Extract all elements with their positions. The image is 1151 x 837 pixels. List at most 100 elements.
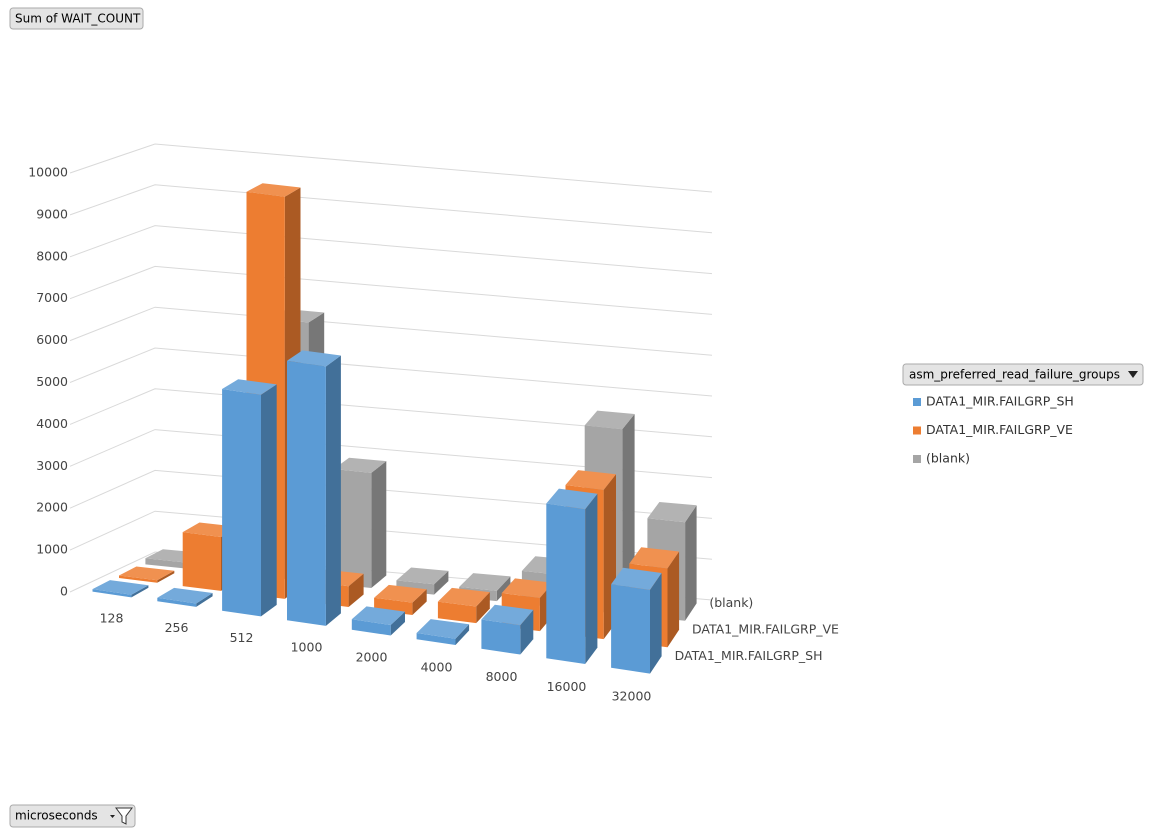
bar [481, 604, 534, 655]
x-tick-label: 1000 [291, 640, 323, 655]
bar-front [287, 360, 326, 626]
x-tick-label: 512 [230, 630, 254, 645]
bar-side [325, 355, 341, 626]
filter-icon[interactable] [115, 807, 133, 825]
bar-side [371, 461, 387, 588]
bar [287, 350, 341, 626]
x-tick-label: 2000 [356, 650, 388, 665]
x-tick-label: 32000 [612, 689, 652, 704]
y-tick-label: 8000 [36, 248, 68, 263]
bar-top [546, 488, 598, 510]
grid-line [69, 265, 713, 315]
bar-top [611, 567, 662, 590]
grid-line [69, 429, 713, 479]
bar-top [92, 580, 149, 595]
bar-front [222, 389, 261, 617]
values-field-button[interactable] [9, 7, 144, 30]
bar-front [546, 503, 586, 664]
bar-top [459, 573, 511, 591]
bar [157, 587, 213, 607]
legend-label: DATA1_MIR.FAILGRP_VE [926, 422, 1073, 437]
bar-top [481, 604, 534, 626]
bar [416, 619, 470, 645]
bar-side [390, 611, 405, 636]
bar-side [585, 493, 598, 664]
y-tick-label: 5000 [36, 374, 68, 389]
bar-top [565, 470, 616, 490]
bar-top [119, 566, 175, 581]
bar [222, 379, 277, 617]
bar-top [287, 350, 341, 367]
bar-top [629, 547, 680, 569]
bar-front [157, 597, 197, 607]
bar [546, 488, 598, 664]
y-tick-label: 4000 [36, 416, 68, 431]
axis-field-label: microseconds [15, 809, 98, 823]
grid-line [69, 184, 713, 234]
bar-side [476, 592, 490, 624]
bar-front [119, 575, 158, 583]
y-tick-label: 3000 [36, 458, 68, 473]
legend-field-label: asm_preferred_read_failure_groups [909, 368, 1120, 382]
values-field-label: Sum of WAIT_COUNT [15, 12, 141, 26]
bar-front [333, 469, 372, 588]
series-depth-label: DATA1_MIR.FAILGRP_VE [692, 622, 839, 637]
bar [333, 457, 387, 588]
bar-side [520, 609, 534, 655]
legend-field-button[interactable] [902, 363, 1144, 386]
bar-top [351, 606, 405, 625]
y-tick-label: 0 [60, 584, 68, 599]
bar [351, 606, 405, 636]
x-tick-label: 128 [100, 610, 124, 625]
bar-side [412, 589, 427, 615]
grid-line [69, 388, 713, 438]
bar-side [434, 570, 449, 595]
grid-line [69, 306, 713, 356]
grid-line [69, 225, 713, 275]
x-tick-label: 4000 [421, 659, 453, 674]
bar-top [374, 584, 427, 603]
bar-top [246, 183, 301, 197]
bar-side [348, 573, 364, 607]
bar-side [131, 585, 149, 598]
bars [92, 183, 697, 674]
grid-line [69, 143, 713, 193]
y-tick-label: 1000 [36, 542, 68, 557]
y-tick-label: 10000 [28, 165, 68, 180]
bar-front [92, 589, 132, 598]
bar-front [351, 619, 391, 636]
y-tick-label: 9000 [36, 206, 68, 221]
bar-side [685, 505, 697, 621]
axis-field-button[interactable] [9, 804, 136, 828]
bar-front [145, 558, 184, 569]
bar-top [222, 379, 277, 395]
bar-side [157, 570, 175, 583]
x-tick-label: 16000 [547, 679, 587, 694]
y-tick-label: 7000 [36, 290, 68, 305]
bar [611, 567, 662, 674]
series-depth-label: (blank) [709, 595, 753, 610]
y-tick-label: 2000 [36, 500, 68, 515]
bar-side [455, 624, 470, 645]
bar-side [650, 573, 662, 674]
bar-front [611, 584, 650, 674]
grid-line [69, 469, 713, 519]
bar-top [647, 502, 697, 523]
bar-top [437, 587, 490, 607]
bar-side [261, 384, 277, 617]
x-tick-label: 8000 [486, 669, 518, 684]
legend-label: DATA1_MIR.FAILGRP_SH [926, 394, 1074, 409]
bar-top [501, 578, 553, 598]
bar [437, 587, 490, 624]
series-depth-label: DATA1_MIR.FAILGRP_SH [675, 648, 823, 663]
bar-front [416, 633, 456, 645]
dropdown-arrow[interactable] [110, 815, 115, 818]
legend-swatch [913, 426, 921, 435]
bar-front [437, 601, 477, 624]
dropdown-arrow[interactable] [1128, 371, 1138, 378]
bar-side [667, 551, 680, 648]
grid-line [69, 347, 713, 397]
bar-front [481, 619, 521, 655]
bar-side [496, 576, 511, 602]
